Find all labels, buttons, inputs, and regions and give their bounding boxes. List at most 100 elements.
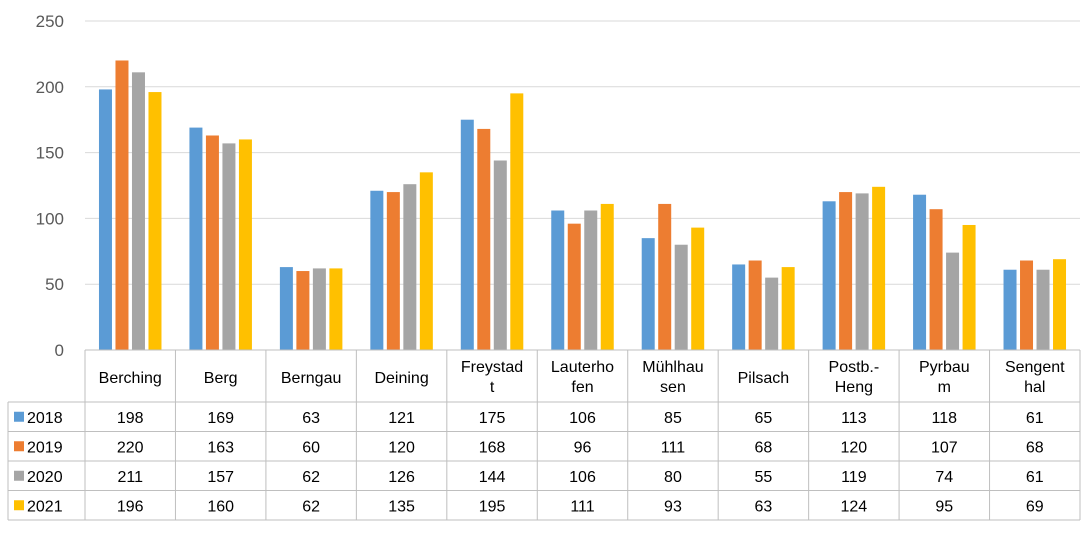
bar-2020 xyxy=(674,244,688,350)
data-value: 113 xyxy=(841,410,867,427)
y-tick-label: 50 xyxy=(45,275,64,294)
bar-2021 xyxy=(148,92,162,351)
data-value: 106 xyxy=(569,469,596,486)
data-value: 61 xyxy=(1026,469,1044,486)
data-value: 85 xyxy=(664,410,682,427)
data-value: 121 xyxy=(388,410,415,427)
series-label: 2021 xyxy=(27,498,63,515)
bar-2020 xyxy=(312,268,326,350)
bar-2019 xyxy=(477,128,491,350)
data-value: 111 xyxy=(570,498,594,515)
data-value: 69 xyxy=(1026,498,1044,515)
bar-2018 xyxy=(189,127,203,350)
bar-2018 xyxy=(460,119,474,350)
y-tick-label: 250 xyxy=(36,12,64,31)
bar-2019 xyxy=(115,60,129,350)
bar-2021 xyxy=(419,172,433,350)
data-value: 96 xyxy=(574,439,592,456)
bar-2021 xyxy=(872,186,886,350)
data-value: 220 xyxy=(117,439,144,456)
bar-2019 xyxy=(205,135,219,350)
bar-2021 xyxy=(962,224,976,350)
y-tick-label: 0 xyxy=(55,341,64,360)
y-tick-label: 150 xyxy=(36,144,64,163)
data-value: 157 xyxy=(207,469,234,486)
data-value: 68 xyxy=(1026,439,1044,456)
data-value: 119 xyxy=(841,469,867,486)
bar-2018 xyxy=(641,238,655,350)
bar-2020 xyxy=(222,143,236,350)
y-axis-ticks: 0 50 100 150 200 250 xyxy=(36,12,64,360)
category-label: Heng xyxy=(835,379,873,396)
bar-2019 xyxy=(748,260,762,350)
series-label: 2018 xyxy=(27,410,63,427)
bar-2020 xyxy=(855,193,869,350)
data-value: 120 xyxy=(841,439,868,456)
bar-2019 xyxy=(658,203,672,350)
data-value: 80 xyxy=(664,469,682,486)
category-label: Pilsach xyxy=(738,370,790,387)
data-value: 160 xyxy=(207,498,234,515)
bar-2021 xyxy=(781,267,795,350)
data-value: 95 xyxy=(935,498,953,515)
data-value: 124 xyxy=(841,498,868,515)
data-value: 63 xyxy=(755,498,773,515)
data-value: 168 xyxy=(479,439,506,456)
category-label: t xyxy=(490,379,495,396)
bar-2018 xyxy=(1003,269,1017,350)
bar-2019 xyxy=(386,192,400,350)
data-value: 144 xyxy=(479,469,506,486)
category-label: hal xyxy=(1024,379,1045,396)
bar-2018 xyxy=(370,190,384,350)
category-label: Sengent xyxy=(1005,359,1065,376)
bar-2020 xyxy=(131,72,145,350)
category-label: Postb.- xyxy=(829,359,880,376)
data-value: 196 xyxy=(117,498,144,515)
legend-key-2021 xyxy=(14,500,24,511)
data-value: 62 xyxy=(302,469,320,486)
data-value: 126 xyxy=(388,469,415,486)
category-label: Deining xyxy=(374,370,428,387)
bar-2020 xyxy=(765,277,779,350)
category-label: Berngau xyxy=(281,370,342,387)
bar-2021 xyxy=(510,93,524,350)
bar-2020 xyxy=(403,184,417,350)
data-value: 55 xyxy=(755,469,773,486)
category-label: Freystad xyxy=(461,359,523,376)
data-table: Berching Berg Berngau Deining Freystad t Laute… xyxy=(7,349,1081,521)
data-value: 163 xyxy=(207,439,234,456)
legend-key-2018 xyxy=(14,411,24,422)
bar-2020 xyxy=(584,210,598,350)
category-label: sen xyxy=(660,379,686,396)
category-label: Mühlhau xyxy=(642,359,703,376)
category-label: Lauterho xyxy=(551,359,614,376)
bar-2018 xyxy=(551,210,565,350)
data-value: 118 xyxy=(932,410,958,427)
bar-2019 xyxy=(1020,260,1034,350)
data-value: 65 xyxy=(755,410,773,427)
bars xyxy=(98,60,1067,351)
data-value: 107 xyxy=(931,439,958,456)
bar-2021 xyxy=(1053,259,1067,350)
data-value: 211 xyxy=(117,469,143,486)
y-tick-label: 100 xyxy=(36,209,64,228)
data-value: 135 xyxy=(388,498,415,515)
data-value: 120 xyxy=(388,439,415,456)
bar-2018 xyxy=(98,89,112,350)
data-value: 106 xyxy=(569,410,596,427)
data-value: 68 xyxy=(755,439,773,456)
bar-2021 xyxy=(238,139,252,350)
data-value: 61 xyxy=(1026,410,1044,427)
series-label: 2020 xyxy=(27,469,63,486)
category-label: Pyrbau xyxy=(919,359,970,376)
bar-2019 xyxy=(567,223,581,350)
bar-2018 xyxy=(913,194,927,350)
bar-2020 xyxy=(1036,269,1050,350)
data-value: 63 xyxy=(302,410,320,427)
data-value: 195 xyxy=(479,498,506,515)
data-value: 175 xyxy=(479,410,506,427)
bar-2019 xyxy=(929,209,943,350)
legend-key-2020 xyxy=(14,470,24,481)
data-value: 169 xyxy=(207,410,234,427)
